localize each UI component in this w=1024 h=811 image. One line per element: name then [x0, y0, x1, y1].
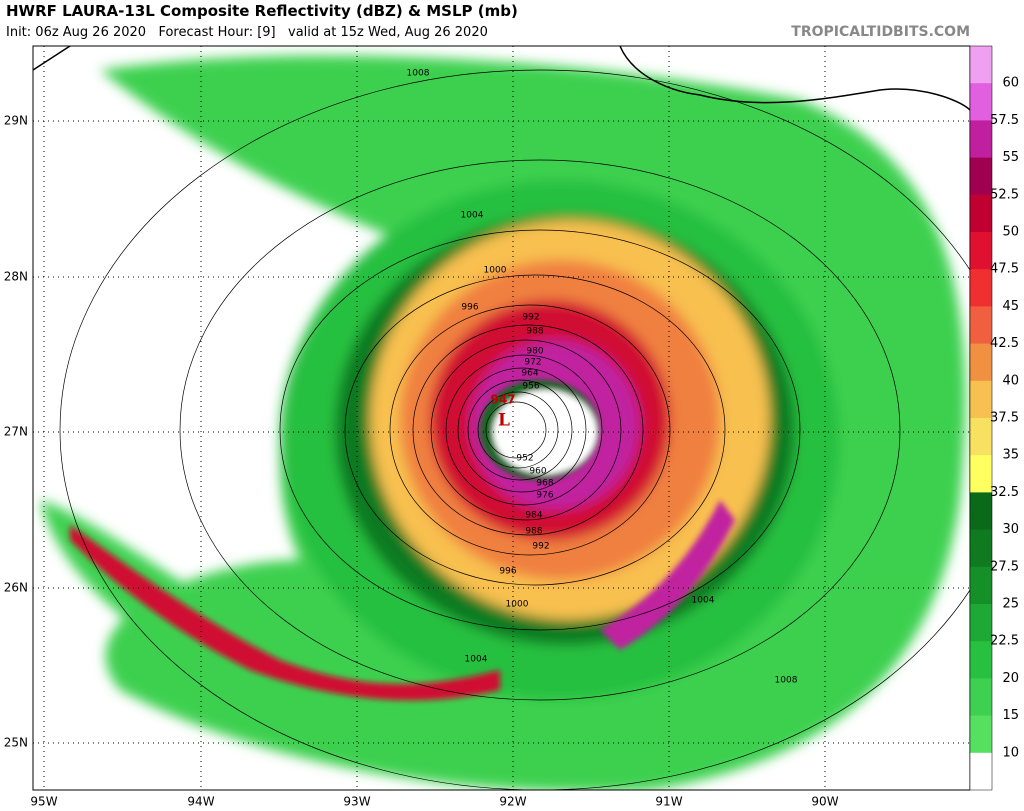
contour-label: 992: [532, 542, 549, 552]
lon-label: 91W: [655, 795, 682, 809]
colorbar-label: 15: [1002, 708, 1019, 723]
colorbar-swatch: [970, 604, 992, 642]
colorbar-label: 50: [1002, 225, 1019, 240]
lon-label: 94W: [187, 795, 214, 809]
colorbar-label: 52.5: [990, 187, 1019, 202]
colorbar-label: 25: [1002, 597, 1019, 612]
radar-imagery: [33, 46, 970, 790]
lat-label: 28N: [4, 270, 28, 284]
colorbar-label: 22.5: [990, 634, 1019, 649]
lat-label: 29N: [4, 114, 28, 128]
colorbar-label: 45: [1002, 299, 1019, 314]
colorbar-swatch: [970, 232, 992, 270]
contour-label: 976: [536, 491, 553, 501]
colorbar-swatch: [970, 566, 992, 605]
lon-label: 90W: [811, 795, 838, 809]
colorbar-swatch: [970, 492, 992, 531]
contour-label: 980: [526, 347, 543, 357]
contour-label: 984: [525, 511, 542, 521]
contour-label: 988: [525, 527, 542, 537]
low-marker: L: [498, 411, 510, 431]
lat-label: 26N: [4, 581, 28, 595]
colorbar-swatch: [970, 641, 992, 679]
colorbar-label: 27.5: [990, 559, 1019, 574]
colorbar-swatch: [970, 269, 992, 307]
lat-label: 27N: [4, 425, 28, 439]
colorbar-swatch: [970, 715, 992, 754]
colorbar-swatch: [970, 194, 992, 233]
colorbar-label: 32.5: [990, 485, 1019, 500]
colorbar-label: 37.5: [990, 411, 1019, 426]
colorbar-label: 30: [1002, 522, 1019, 537]
contour-label: 996: [461, 303, 478, 313]
pressure-minimum: 947: [490, 393, 515, 407]
colorbar-swatch: [970, 83, 992, 121]
colorbar-swatch: [970, 455, 992, 493]
contour-label: 996: [499, 567, 516, 577]
lat-label: 25N: [4, 736, 28, 750]
contour-label: 952: [516, 454, 533, 464]
colorbar-label: 47.5: [990, 262, 1019, 277]
contour-label: 1008: [775, 676, 798, 686]
colorbar-label: 40: [1002, 373, 1019, 388]
colorbar-label: 10: [1002, 745, 1019, 760]
colorbar-label: 55: [1002, 150, 1019, 165]
colorbar-swatch: [970, 343, 992, 382]
credit: TROPICALTIDBITS.COM: [791, 24, 970, 40]
colorbar-swatch: [970, 46, 992, 84]
colorbar-label: 57.5: [990, 113, 1019, 128]
lon-label: 93W: [343, 795, 370, 809]
colorbar-swatch: [970, 380, 992, 419]
colorbar-swatch: [970, 678, 992, 717]
contour-label: 1004: [461, 211, 484, 221]
contour-label: 968: [536, 479, 553, 489]
title: HWRF LAURA-13L Composite Reflectivity (d…: [6, 2, 518, 20]
colorbar-swatch: [970, 418, 992, 456]
colorbar-frame: [969, 45, 993, 791]
contour-label: 1004: [692, 596, 715, 606]
colorbar-label: 35: [1002, 448, 1019, 463]
contour-label: 972: [524, 358, 541, 368]
contour-label: 1000: [484, 266, 507, 276]
colorbar-swatch: [970, 752, 992, 791]
contour-label: 1008: [407, 69, 430, 79]
contour-label: 960: [529, 467, 546, 477]
colorbar-label: 60: [1002, 76, 1019, 91]
lon-label: 92W: [499, 795, 526, 809]
contour-label: 1000: [506, 600, 529, 610]
colorbar-label: 20: [1002, 671, 1019, 686]
contour-label: 988: [526, 327, 543, 337]
subtitle: Init: 06z Aug 26 2020 Forecast Hour: [9]…: [6, 25, 488, 40]
colorbar-swatch: [970, 120, 992, 159]
contour-label: 992: [522, 313, 539, 323]
contour-label: 956: [522, 382, 539, 392]
lon-label: 95W: [30, 795, 57, 809]
contour-label: 964: [521, 369, 538, 379]
colorbar-swatch: [970, 529, 992, 568]
colorbar-swatch: [970, 157, 992, 196]
contour-label: 1004: [465, 655, 488, 665]
colorbar-label: 42.5: [990, 336, 1019, 351]
colorbar-swatch: [970, 306, 992, 345]
